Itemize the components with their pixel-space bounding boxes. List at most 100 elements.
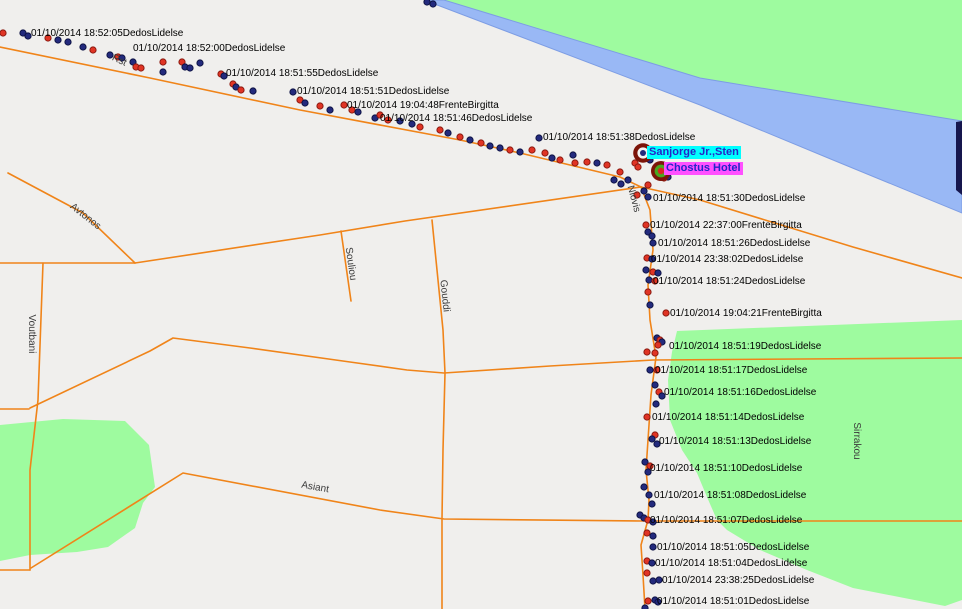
track-dot-red[interactable]	[528, 146, 536, 154]
track-dot-navy[interactable]	[649, 518, 657, 526]
track-dot-navy[interactable]	[354, 108, 362, 116]
track-dot-navy[interactable]	[396, 117, 404, 125]
track-dot-red[interactable]	[651, 349, 659, 357]
track-dot-navy[interactable]	[642, 266, 650, 274]
track-dot-red[interactable]	[159, 58, 167, 66]
track-dot-navy[interactable]	[648, 500, 656, 508]
track-dot-red[interactable]	[644, 597, 652, 605]
track-dot-navy[interactable]	[496, 144, 504, 152]
track-dot-red[interactable]	[643, 569, 651, 577]
track-dot-navy[interactable]	[624, 176, 632, 184]
track-dot-red[interactable]	[316, 102, 324, 110]
track-dot-red[interactable]	[644, 181, 652, 189]
track-dot-red[interactable]	[643, 529, 651, 537]
track-dot-navy[interactable]	[654, 269, 662, 277]
track-dot-navy[interactable]	[646, 301, 654, 309]
track-dot-navy[interactable]	[648, 435, 656, 443]
track-dot-red[interactable]	[384, 116, 392, 124]
selected-waypoint-bullseye-marker[interactable]	[640, 150, 646, 156]
track-dot-navy[interactable]	[186, 64, 194, 72]
track-dot-navy[interactable]	[326, 106, 334, 114]
track-dot-navy[interactable]	[644, 193, 652, 201]
track-dot-navy[interactable]	[654, 598, 662, 606]
track-dot-navy[interactable]	[429, 0, 437, 8]
track-dot-navy[interactable]	[640, 187, 648, 195]
track-dot-navy[interactable]	[649, 532, 657, 540]
track-dot-red[interactable]	[662, 309, 670, 317]
track-dot-navy[interactable]	[159, 68, 167, 76]
track-dot-navy[interactable]	[196, 59, 204, 67]
track-dot-red[interactable]	[44, 34, 52, 42]
track-dot-navy[interactable]	[649, 543, 657, 551]
track-point-label: 01/10/2014 18:51:17DedosLidelse	[655, 365, 808, 376]
track-dot-red[interactable]	[416, 123, 424, 131]
track-dot-navy[interactable]	[648, 232, 656, 240]
track-dot-red[interactable]	[603, 161, 611, 169]
track-dot-navy[interactable]	[646, 366, 654, 374]
track-dot-red[interactable]	[477, 139, 485, 147]
track-dot-red[interactable]	[137, 64, 145, 72]
track-dot-navy[interactable]	[486, 142, 494, 150]
track-dot-red[interactable]	[643, 348, 651, 356]
track-dot-red[interactable]	[571, 159, 579, 167]
track-dot-red[interactable]	[583, 158, 591, 166]
track-dot-navy[interactable]	[658, 392, 666, 400]
track-dot-navy[interactable]	[220, 72, 228, 80]
track-dot-navy[interactable]	[535, 134, 543, 142]
track-dot-red[interactable]	[436, 126, 444, 134]
track-dot-red[interactable]	[237, 86, 245, 94]
track-dot-red[interactable]	[633, 191, 641, 199]
track-dot-navy[interactable]	[466, 136, 474, 144]
track-dot-red[interactable]	[616, 168, 624, 176]
track-dot-navy[interactable]	[408, 120, 416, 128]
track-dot-navy[interactable]	[610, 176, 618, 184]
track-dot-navy[interactable]	[249, 87, 257, 95]
track-dot-navy[interactable]	[617, 180, 625, 188]
track-dot-red[interactable]	[642, 221, 650, 229]
track-dot-red[interactable]	[654, 341, 662, 349]
track-dot-navy[interactable]	[54, 36, 62, 44]
hotel-target-marker[interactable]	[657, 167, 665, 175]
track-dot-navy[interactable]	[106, 51, 114, 59]
track-dot-red[interactable]	[643, 413, 651, 421]
track-dot-navy[interactable]	[651, 381, 659, 389]
track-dot-red[interactable]	[556, 156, 564, 164]
track-dot-navy[interactable]	[648, 559, 656, 567]
track-dot-red[interactable]	[651, 277, 659, 285]
track-dot-navy[interactable]	[655, 576, 663, 584]
track-dot-navy[interactable]	[644, 468, 652, 476]
track-dot-navy[interactable]	[548, 154, 556, 162]
track-dot-navy[interactable]	[653, 440, 661, 448]
track-dot-red[interactable]	[653, 366, 661, 374]
track-dot-red[interactable]	[541, 149, 549, 157]
poi-label-sanjorge[interactable]: Sanjorge Jr.,Sten	[647, 146, 741, 159]
track-dot-navy[interactable]	[301, 99, 309, 107]
track-dot-red[interactable]	[376, 111, 384, 119]
track-dot-navy[interactable]	[649, 239, 657, 247]
track-dot-navy[interactable]	[118, 54, 126, 62]
track-dot-navy[interactable]	[641, 458, 649, 466]
track-dot-navy[interactable]	[645, 491, 653, 499]
track-dot-navy[interactable]	[641, 604, 649, 609]
track-dot-red[interactable]	[456, 133, 464, 141]
track-dot-navy[interactable]	[593, 159, 601, 167]
track-dot-red[interactable]	[506, 146, 514, 154]
track-dot-red[interactable]	[0, 29, 7, 37]
track-dot-navy[interactable]	[444, 129, 452, 137]
track-dot-red[interactable]	[634, 163, 642, 171]
track-dot-navy[interactable]	[289, 88, 297, 96]
poi-label-chostus[interactable]: Chostus Hotel	[664, 162, 743, 175]
track-dot-navy[interactable]	[516, 148, 524, 156]
track-dot-red[interactable]	[644, 288, 652, 296]
track-dot-navy[interactable]	[648, 255, 656, 263]
track-dot-red[interactable]	[89, 46, 97, 54]
track-dot-navy[interactable]	[569, 151, 577, 159]
track-dot-navy[interactable]	[652, 400, 660, 408]
track-dot-navy[interactable]	[79, 43, 87, 51]
track-dot-navy[interactable]	[64, 38, 72, 46]
track-dot-red[interactable]	[340, 101, 348, 109]
track-dot-navy[interactable]	[24, 32, 32, 40]
track-dot-navy[interactable]	[640, 483, 648, 491]
road-ridge-road	[134, 186, 642, 264]
